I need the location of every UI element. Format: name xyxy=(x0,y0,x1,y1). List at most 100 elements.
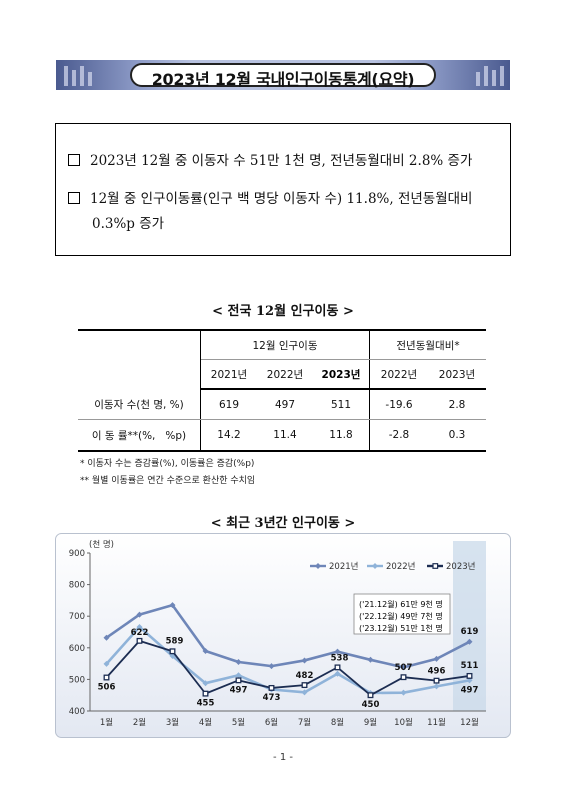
chart-frame xyxy=(55,533,511,738)
y-axis: 400 500 600 700 800 900 xyxy=(69,549,91,717)
decor-bar xyxy=(72,70,76,86)
data-label: 497 xyxy=(461,685,479,695)
checkbox-square-icon xyxy=(68,154,80,166)
data-point xyxy=(103,674,110,681)
page-number: - 1 - xyxy=(273,752,293,763)
table-cell: 0.3 xyxy=(428,419,486,452)
decor-bar xyxy=(88,72,92,86)
decor-bar xyxy=(492,70,496,86)
series-line xyxy=(105,625,470,695)
header-year: 2023년 xyxy=(313,359,370,390)
data-point xyxy=(367,692,374,699)
row-label: 이동자 수(천 명, %) xyxy=(78,389,201,420)
x-tick-label: 10월 xyxy=(394,717,413,728)
header-group-1: 12월 인구이동 xyxy=(200,329,370,360)
header-diff-year: 2023년 xyxy=(428,359,486,390)
series-line xyxy=(105,639,470,697)
data-point xyxy=(301,682,308,689)
summary-box: 2023년 12월 중 이동자 수 51만 1천 명, 전년동월대비 2.8% … xyxy=(55,123,511,256)
summary-text-2-cont: 0.3%p 증가 xyxy=(92,216,165,232)
data-label: 496 xyxy=(428,667,446,677)
data-point xyxy=(103,660,110,667)
data-label: 538 xyxy=(331,653,349,663)
series-lines xyxy=(103,602,473,699)
data-point xyxy=(268,663,275,670)
summary-text-2: 12월 중 인구이동률(인구 백 명당 이동자 수) 11.8%, 전년동월대비 xyxy=(90,191,473,207)
data-point xyxy=(103,634,110,641)
page-title: 2023년 12월 국내인구이동통계(요약) xyxy=(151,70,415,89)
x-tick-label: 9월 xyxy=(364,717,377,728)
data-point xyxy=(433,677,440,684)
x-tick-label: 3월 xyxy=(166,717,179,728)
data-label: 497 xyxy=(230,685,248,695)
x-tick-label: 11월 xyxy=(427,717,446,728)
table-cell: 11.4 xyxy=(257,419,313,452)
data-point xyxy=(169,648,176,655)
title-pill: 2023년 12월 국내인구이동통계(요약) xyxy=(130,63,436,89)
data-point xyxy=(466,672,473,679)
summary-item-1: 2023년 12월 중 이동자 수 51만 1천 명, 전년동월대비 2.8% … xyxy=(68,151,472,171)
annotation-box: ('21.12월) 61만 9천 명 ('22.12월) 49만 7천 명 ('… xyxy=(353,593,451,635)
data-point xyxy=(268,684,275,691)
legend-marker xyxy=(372,563,378,569)
row-label: 이 동 률**(%, %p) xyxy=(78,419,201,452)
line-chart: (천 명) 400 500 600 700 800 900 1월 2월 3월 4월 5월 6월 7월 8… xyxy=(55,533,511,738)
annotation-line: ('23.12월) 51만 1천 명 xyxy=(359,623,443,633)
summary-text-1: 2023년 12월 중 이동자 수 51만 1천 명, 전년동월대비 2.8% … xyxy=(90,153,473,169)
y-tick-label: 400 xyxy=(69,707,85,717)
decor-bar xyxy=(500,66,504,86)
data-point xyxy=(400,664,407,671)
data-point xyxy=(367,656,374,663)
data-point xyxy=(400,689,407,696)
annotation-frame xyxy=(353,593,451,635)
header-year: 2022년 xyxy=(257,359,313,390)
y-tick-label: 600 xyxy=(69,644,85,654)
summary-item-2: 12월 중 인구이동률(인구 백 명당 이동자 수) 11.8%, 전년동월대비 xyxy=(68,189,472,209)
data-label: 589 xyxy=(166,636,184,646)
title-banner: 2023년 12월 국내인구이동통계(요약) xyxy=(56,60,510,90)
data-point xyxy=(235,672,242,679)
data-point xyxy=(136,611,143,618)
data-label: 455 xyxy=(197,699,215,709)
data-point xyxy=(334,664,341,671)
x-tick-label: 6월 xyxy=(265,717,278,728)
data-point xyxy=(169,653,176,660)
table-cell: 619 xyxy=(200,389,257,420)
x-axis: 1월 2월 3월 4월 5월 6월 7월 8월 9월 10월 11월 12월 xyxy=(90,710,486,728)
table-title: < 전국 12월 인구이동 > xyxy=(212,304,354,319)
data-point xyxy=(235,677,242,684)
table-cell: 2.8 xyxy=(428,389,486,420)
data-label: 622 xyxy=(131,628,149,638)
x-tick-label: 7월 xyxy=(298,717,311,728)
table-cell: 511 xyxy=(313,389,370,420)
data-point xyxy=(136,623,143,630)
y-tick-label: 900 xyxy=(69,549,85,559)
x-tick-label: 5월 xyxy=(232,717,245,728)
data-point xyxy=(466,638,473,645)
table-corner xyxy=(78,329,201,389)
x-tick-label: 4월 xyxy=(199,717,212,728)
table-cell: -2.8 xyxy=(369,419,428,452)
data-point xyxy=(235,659,242,666)
decor-bar xyxy=(484,66,488,86)
legend-marker xyxy=(432,563,439,569)
footnote-1: * 이동자 수는 증감률(%), 이동률은 증감(%p) xyxy=(80,459,255,469)
data-labels: 506 622 589 455 497 473 482 538 450 507 496 619 511 4… xyxy=(98,627,479,710)
stats-table: 12월 인구이동 전년동월대비* 2021년 2022년 2023년 2022년… xyxy=(78,329,486,452)
header-year: 2021년 xyxy=(200,359,257,390)
table-cell: 14.2 xyxy=(200,419,257,452)
decor-bar xyxy=(476,72,480,86)
legend-label: 2022년 xyxy=(386,561,415,572)
header-group-2: 전년동월대비* xyxy=(369,329,486,360)
unit-label: (천 명) xyxy=(89,539,114,550)
data-point xyxy=(136,637,143,644)
data-point xyxy=(433,683,440,690)
data-point xyxy=(202,680,209,687)
legend-marker xyxy=(315,563,321,569)
data-label: 507 xyxy=(395,663,413,673)
data-label: 619 xyxy=(461,627,479,637)
legend: 2021년 2022년 2023년 xyxy=(310,561,475,572)
x-tick-label: 1월 xyxy=(100,717,113,728)
data-point xyxy=(169,602,176,609)
table-cell: 11.8 xyxy=(313,419,370,452)
